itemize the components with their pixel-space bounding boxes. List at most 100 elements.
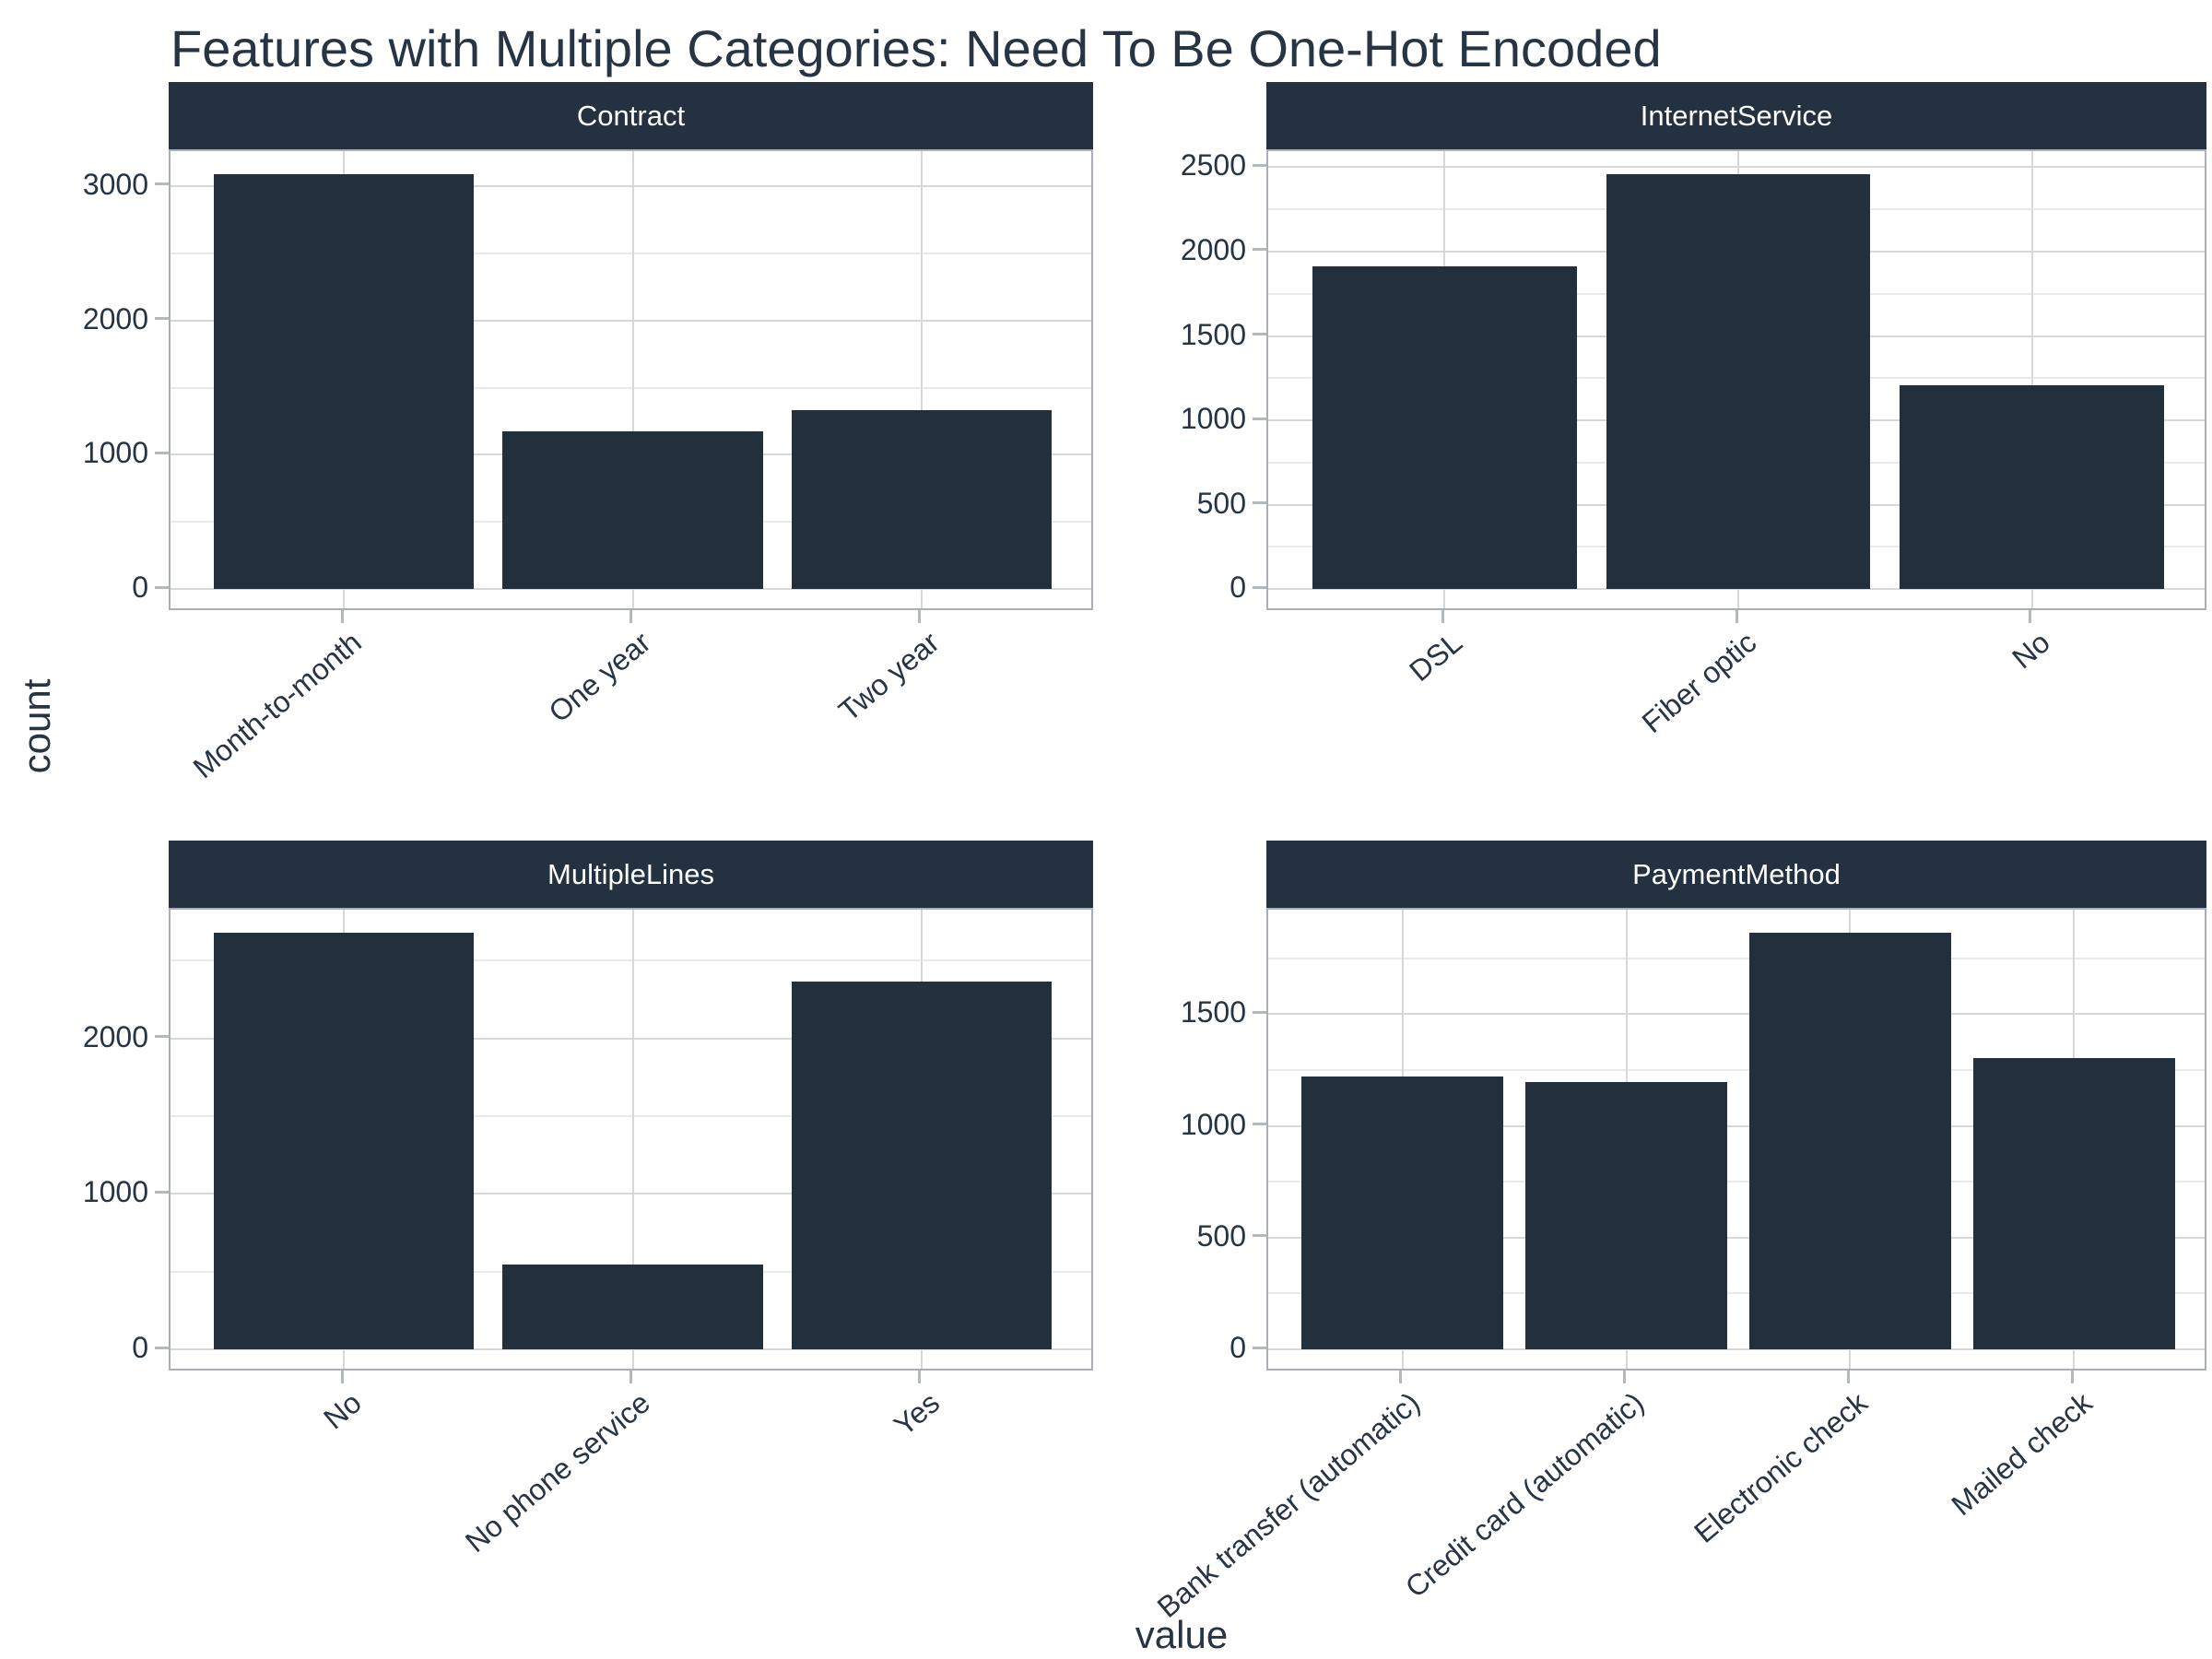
facet-internetservice: InternetService 0 500 1000 1500 2000 2500 DSL Fi… bbox=[1181, 82, 2206, 739]
y-tick-label: 1500 bbox=[1180, 995, 1246, 1030]
y-tick-mark bbox=[155, 1346, 169, 1349]
y-tick-label: 1000 bbox=[1180, 402, 1246, 436]
y-tick-label: 0 bbox=[1230, 571, 1246, 605]
y-tick-mark bbox=[155, 317, 169, 321]
y-tick-label: 0 bbox=[132, 1331, 148, 1365]
gridline-major bbox=[171, 1193, 1091, 1195]
gridline-category bbox=[631, 151, 634, 608]
plot-panel bbox=[169, 908, 1093, 1371]
bar-two-year bbox=[791, 409, 1052, 590]
facet-strip: Contract bbox=[169, 82, 1093, 149]
bar-no bbox=[1900, 384, 2165, 590]
x-tick-mark bbox=[1623, 1371, 1627, 1383]
x-tick-mark bbox=[1399, 1371, 1403, 1383]
facet-strip-title: InternetService bbox=[1640, 99, 1833, 132]
gridline-category bbox=[2030, 151, 2033, 608]
bar-no bbox=[214, 932, 475, 1350]
gridline-major bbox=[171, 1037, 1091, 1040]
x-category-label: Mailed check bbox=[1944, 1385, 2099, 1523]
x-category-label: Credit card (automatic) bbox=[1398, 1385, 1651, 1605]
y-tick-mark bbox=[1253, 417, 1266, 420]
plot-panel bbox=[1266, 149, 2206, 610]
bar-fiber-optic bbox=[1606, 173, 1871, 590]
x-tick-mark bbox=[1735, 610, 1738, 623]
y-tick-label: 2500 bbox=[1180, 148, 1246, 182]
x-tick-mark bbox=[340, 1371, 344, 1383]
y-tick-label: 1000 bbox=[82, 436, 148, 470]
gridline-minor bbox=[171, 959, 1091, 962]
y-tick-label: 1000 bbox=[82, 1175, 148, 1209]
bar-bank-transfer-automatic- bbox=[1301, 1077, 1503, 1350]
y-axis-title: count bbox=[15, 678, 58, 774]
y-tick-label: 0 bbox=[132, 571, 148, 605]
gridline-minor bbox=[1268, 1181, 2205, 1183]
gridline-major bbox=[1268, 1236, 2205, 1239]
gridline-major bbox=[1268, 166, 2205, 169]
y-tick-mark bbox=[1253, 585, 1266, 589]
bar-mailed-check bbox=[1973, 1057, 2175, 1350]
y-tick-mark bbox=[1253, 1123, 1266, 1126]
gridline-major bbox=[1268, 588, 2205, 591]
y-tick-mark bbox=[1253, 1234, 1266, 1238]
x-category-label: Electronic check bbox=[1688, 1385, 1875, 1549]
y-tick-mark bbox=[1253, 163, 1266, 167]
y-tick-mark bbox=[1253, 501, 1266, 505]
y-tick-mark bbox=[155, 1035, 169, 1039]
bar-electronic-check bbox=[1749, 932, 1951, 1350]
y-tick-mark bbox=[1253, 1346, 1266, 1349]
x-category-label: DSL bbox=[1403, 625, 1469, 688]
y-tick-mark bbox=[155, 1190, 169, 1194]
bar-dsl bbox=[1312, 266, 1577, 590]
gridline-major bbox=[171, 184, 1091, 187]
x-tick-mark bbox=[918, 1371, 922, 1383]
y-tick-label: 500 bbox=[1196, 1218, 1246, 1253]
x-category-label: No phone service bbox=[459, 1385, 657, 1559]
x-tick-mark bbox=[1846, 1371, 1850, 1383]
x-tick-mark bbox=[2029, 610, 2032, 623]
gridline-minor bbox=[171, 386, 1091, 389]
facet-strip: InternetService bbox=[1266, 82, 2206, 149]
facet-strip-title: MultipleLines bbox=[547, 857, 714, 890]
gridline-category bbox=[920, 151, 923, 608]
x-category-label: Bank transfer (automatic) bbox=[1151, 1385, 1427, 1624]
facet-strip-title: PaymentMethod bbox=[1632, 857, 1841, 890]
plot-panel bbox=[1266, 908, 2206, 1371]
bar-credit-card-automatic- bbox=[1525, 1082, 1727, 1350]
y-tick-mark bbox=[1253, 248, 1266, 252]
y-tick-label: 2000 bbox=[1180, 232, 1246, 266]
x-category-label: Fiber optic bbox=[1635, 625, 1762, 740]
facet-multiplelines: MultipleLines 0 1000 2000 No No phone service… bbox=[83, 841, 1093, 1559]
facet-strip: PaymentMethod bbox=[1266, 841, 2206, 908]
gridline-major bbox=[1268, 1348, 2205, 1351]
x-category-label: Two year bbox=[832, 625, 946, 728]
gridline-category bbox=[631, 910, 634, 1369]
gridline-minor bbox=[171, 252, 1091, 254]
y-tick-label: 2000 bbox=[82, 1019, 148, 1053]
x-category-label: No bbox=[2006, 625, 2056, 676]
y-tick-mark bbox=[1253, 333, 1266, 336]
plot-title: Features with Multiple Categories: Need … bbox=[171, 19, 1662, 77]
y-tick-label: 1000 bbox=[1180, 1107, 1246, 1141]
gridline-major bbox=[171, 1348, 1091, 1351]
gridline-major bbox=[1268, 1124, 2205, 1127]
y-tick-label: 0 bbox=[1230, 1331, 1246, 1365]
gridline-major bbox=[171, 319, 1091, 322]
x-tick-mark bbox=[629, 610, 632, 623]
bar-month-to-month bbox=[214, 173, 475, 590]
bar-no-phone-service bbox=[502, 1265, 763, 1350]
bar-yes bbox=[791, 981, 1052, 1350]
facet-paymentmethod: PaymentMethod 0 500 1000 1500 Bank transfer (… bbox=[1151, 841, 2206, 1624]
plot-panel bbox=[169, 149, 1093, 610]
x-axis-title: value bbox=[1135, 1613, 1229, 1656]
y-tick-mark bbox=[155, 451, 169, 454]
y-tick-mark bbox=[155, 585, 169, 589]
x-tick-mark bbox=[918, 610, 922, 623]
y-tick-mark bbox=[155, 182, 169, 186]
y-tick-label: 2000 bbox=[82, 301, 148, 335]
y-tick-label: 500 bbox=[1196, 486, 1246, 520]
facet-strip-title: Contract bbox=[576, 99, 686, 132]
facet-contract: Contract 0 1000 2000 3000 Month-to-month One y… bbox=[83, 82, 1093, 784]
y-tick-mark bbox=[1253, 1010, 1266, 1014]
y-tick-label: 3000 bbox=[82, 167, 148, 201]
